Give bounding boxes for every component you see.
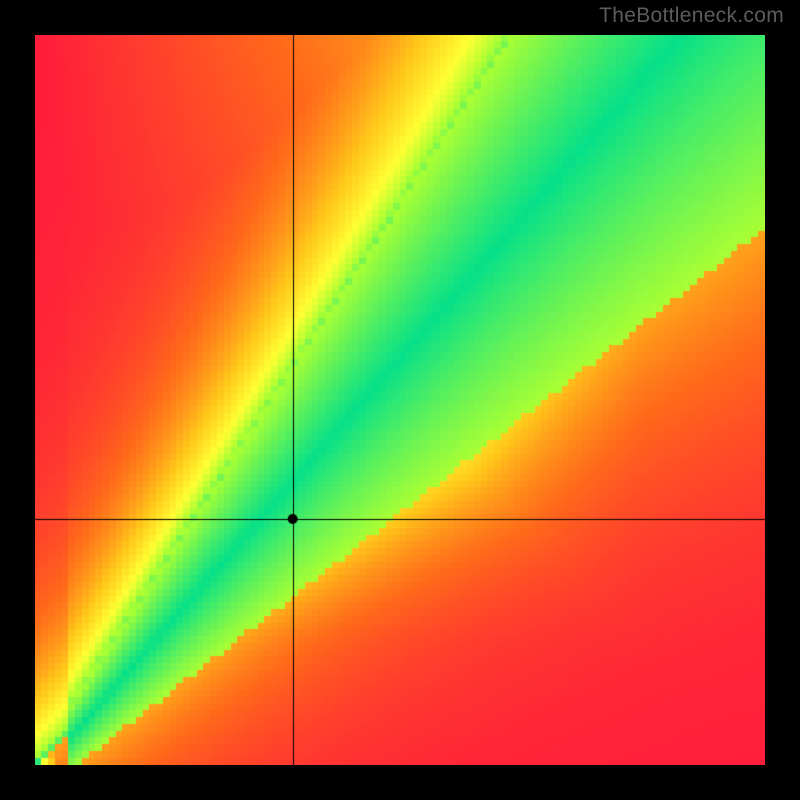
watermark-text: TheBottleneck.com [599,4,784,28]
heatmap-plot [35,35,765,765]
heatmap-canvas [35,35,765,765]
